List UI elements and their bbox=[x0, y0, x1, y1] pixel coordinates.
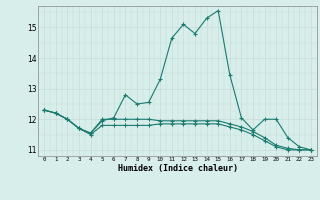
X-axis label: Humidex (Indice chaleur): Humidex (Indice chaleur) bbox=[118, 164, 238, 173]
